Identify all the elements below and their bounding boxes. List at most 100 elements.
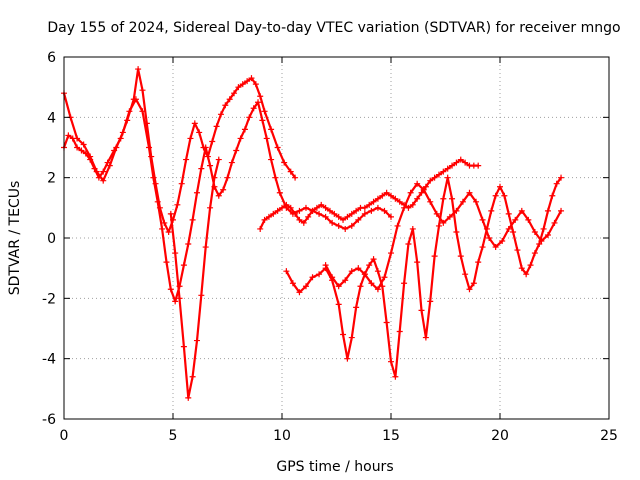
data-point-marker bbox=[473, 198, 480, 205]
data-point-marker bbox=[538, 238, 545, 245]
data-point-marker bbox=[176, 295, 183, 302]
data-point-marker bbox=[65, 132, 72, 139]
data-point-marker bbox=[431, 253, 438, 260]
data-point-marker bbox=[505, 210, 512, 217]
data-point-marker bbox=[274, 207, 281, 214]
data-series-layer bbox=[61, 66, 565, 401]
y-tick-label: -4 bbox=[42, 352, 56, 368]
data-point-marker bbox=[361, 204, 368, 211]
data-point-marker bbox=[119, 129, 126, 136]
series-sat-track-d bbox=[257, 156, 482, 232]
data-point-marker bbox=[261, 108, 268, 115]
data-point-marker bbox=[189, 216, 196, 223]
data-point-marker bbox=[87, 153, 94, 160]
data-point-marker bbox=[259, 117, 266, 124]
y-tick-label: -6 bbox=[42, 412, 56, 428]
data-point-marker bbox=[355, 265, 362, 272]
data-point-marker bbox=[531, 228, 538, 235]
data-point-marker bbox=[405, 241, 412, 248]
data-point-marker bbox=[453, 228, 460, 235]
data-point-marker bbox=[383, 189, 390, 196]
data-point-marker bbox=[224, 174, 231, 181]
data-point-marker bbox=[357, 283, 364, 290]
data-point-marker bbox=[309, 274, 316, 281]
data-point-marker bbox=[505, 225, 512, 232]
data-point-marker bbox=[189, 373, 196, 380]
data-point-marker bbox=[215, 156, 222, 163]
data-point-marker bbox=[302, 283, 309, 290]
data-point-marker bbox=[207, 204, 214, 211]
data-point-marker bbox=[250, 105, 257, 112]
data-point-marker bbox=[388, 192, 394, 199]
data-point-marker bbox=[344, 355, 351, 362]
data-point-marker bbox=[462, 159, 469, 166]
data-point-marker bbox=[228, 159, 235, 166]
data-point-marker bbox=[374, 268, 381, 275]
data-point-marker bbox=[113, 144, 120, 151]
data-point-marker bbox=[348, 268, 355, 275]
data-point-marker bbox=[220, 186, 227, 193]
data-point-marker bbox=[198, 165, 205, 172]
data-point-marker bbox=[479, 216, 486, 223]
data-point-marker bbox=[433, 210, 440, 217]
data-point-marker bbox=[466, 286, 473, 293]
data-point-marker bbox=[388, 213, 394, 220]
data-point-marker bbox=[457, 253, 464, 260]
tick-labels-layer: 0 5 10 15 20 25 -6 -4 -2 0 2 4 6 bbox=[42, 50, 618, 444]
data-point-marker bbox=[257, 225, 264, 232]
data-point-marker bbox=[383, 319, 390, 326]
data-point-marker bbox=[302, 204, 309, 211]
data-point-marker bbox=[287, 204, 294, 211]
data-point-marker bbox=[326, 207, 333, 214]
data-point-marker bbox=[226, 96, 233, 103]
data-point-marker bbox=[329, 219, 336, 226]
data-point-marker bbox=[453, 159, 460, 166]
data-point-marker bbox=[322, 262, 329, 269]
data-point-marker bbox=[381, 274, 388, 281]
data-point-marker bbox=[215, 192, 222, 199]
data-point-marker bbox=[401, 204, 408, 211]
data-point-marker bbox=[305, 213, 312, 220]
series-trace-line bbox=[169, 158, 220, 399]
data-point-marker bbox=[518, 207, 525, 214]
data-point-marker bbox=[80, 141, 87, 148]
data-point-marker bbox=[248, 75, 255, 82]
data-point-marker bbox=[348, 222, 355, 229]
series-sat-track-b bbox=[61, 90, 394, 305]
data-point-marker bbox=[558, 207, 565, 214]
data-point-marker bbox=[174, 201, 181, 208]
data-point-marker bbox=[209, 138, 216, 145]
x-tick-label: 0 bbox=[60, 428, 69, 444]
data-point-marker bbox=[185, 394, 192, 401]
data-point-marker bbox=[440, 168, 447, 175]
data-point-marker bbox=[268, 156, 275, 163]
data-point-marker bbox=[396, 328, 403, 335]
data-point-marker bbox=[374, 195, 381, 202]
data-point-marker bbox=[370, 256, 377, 263]
data-point-marker bbox=[409, 225, 416, 232]
data-point-marker bbox=[422, 183, 429, 190]
data-point-marker bbox=[475, 162, 482, 169]
data-point-marker bbox=[265, 213, 272, 220]
data-point-marker bbox=[252, 81, 259, 88]
data-point-marker bbox=[180, 262, 187, 269]
data-point-marker bbox=[241, 126, 248, 133]
data-point-marker bbox=[514, 247, 521, 254]
x-tick-label: 10 bbox=[273, 428, 291, 444]
data-point-marker bbox=[322, 204, 329, 211]
data-point-marker bbox=[525, 216, 532, 223]
data-point-marker bbox=[368, 280, 375, 287]
data-point-marker bbox=[139, 108, 146, 115]
data-point-marker bbox=[388, 250, 394, 257]
series-trace-line bbox=[285, 176, 563, 378]
data-point-marker bbox=[551, 219, 558, 226]
x-axis-label: GPS time / hours bbox=[276, 459, 393, 475]
data-point-marker bbox=[518, 265, 525, 272]
data-point-marker bbox=[106, 162, 113, 169]
data-point-marker bbox=[558, 174, 565, 181]
data-point-marker bbox=[193, 189, 200, 196]
data-point-marker bbox=[414, 195, 421, 202]
data-point-marker bbox=[159, 225, 166, 232]
data-point-marker bbox=[211, 174, 218, 181]
data-point-marker bbox=[379, 192, 386, 199]
